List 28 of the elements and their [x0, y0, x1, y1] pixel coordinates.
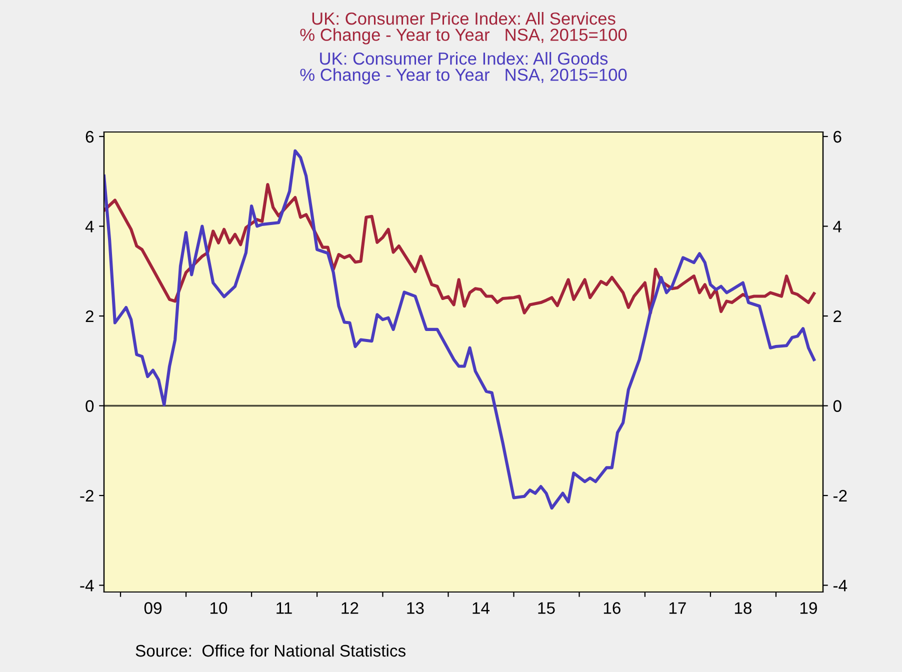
x-tick-label: 12	[342, 602, 358, 614]
y2-tick-label: 6	[834, 130, 842, 143]
x-tick-label: 11	[276, 602, 292, 614]
y-tick-label: 0	[86, 400, 94, 412]
x-tick-label: 09	[144, 602, 162, 614]
line-series	[104, 149, 816, 510]
y-tick-label: -2	[80, 490, 94, 502]
x-tick-label: 18	[734, 602, 752, 614]
y2-tick-label: 0	[833, 400, 842, 412]
text: UK: Consumer Price Index: All Services % Change - Year to Year NSA, 2015=100	[300, 12, 627, 44]
x-tick-label: 13	[407, 602, 424, 614]
y-tick-label: 6	[86, 130, 94, 143]
text: UK: Consumer Price Index: All Goods % Change - Year to Year NSA, 2015=100	[300, 52, 627, 84]
x-tick-label: 14	[472, 602, 490, 614]
y2-tick-label: 2	[834, 310, 842, 322]
x-tick-label: 15	[538, 602, 555, 614]
x-tick-label: 10	[210, 602, 228, 614]
y-tick-label: 4	[85, 220, 94, 232]
y2-tick-label: -4	[833, 580, 848, 592]
x-tick-label: 19	[800, 602, 817, 614]
source-note: Source: Office for National Statistics	[136, 644, 406, 657]
y2-tick-label: 4	[833, 220, 842, 232]
y-tick-label: 2	[86, 310, 94, 322]
x-tick-label: 16	[604, 602, 620, 614]
x-tick-label: 17	[669, 602, 686, 614]
y2-tick-label: -2	[833, 490, 847, 502]
y-tick-label: -4	[80, 580, 94, 592]
line-series	[104, 182, 816, 314]
